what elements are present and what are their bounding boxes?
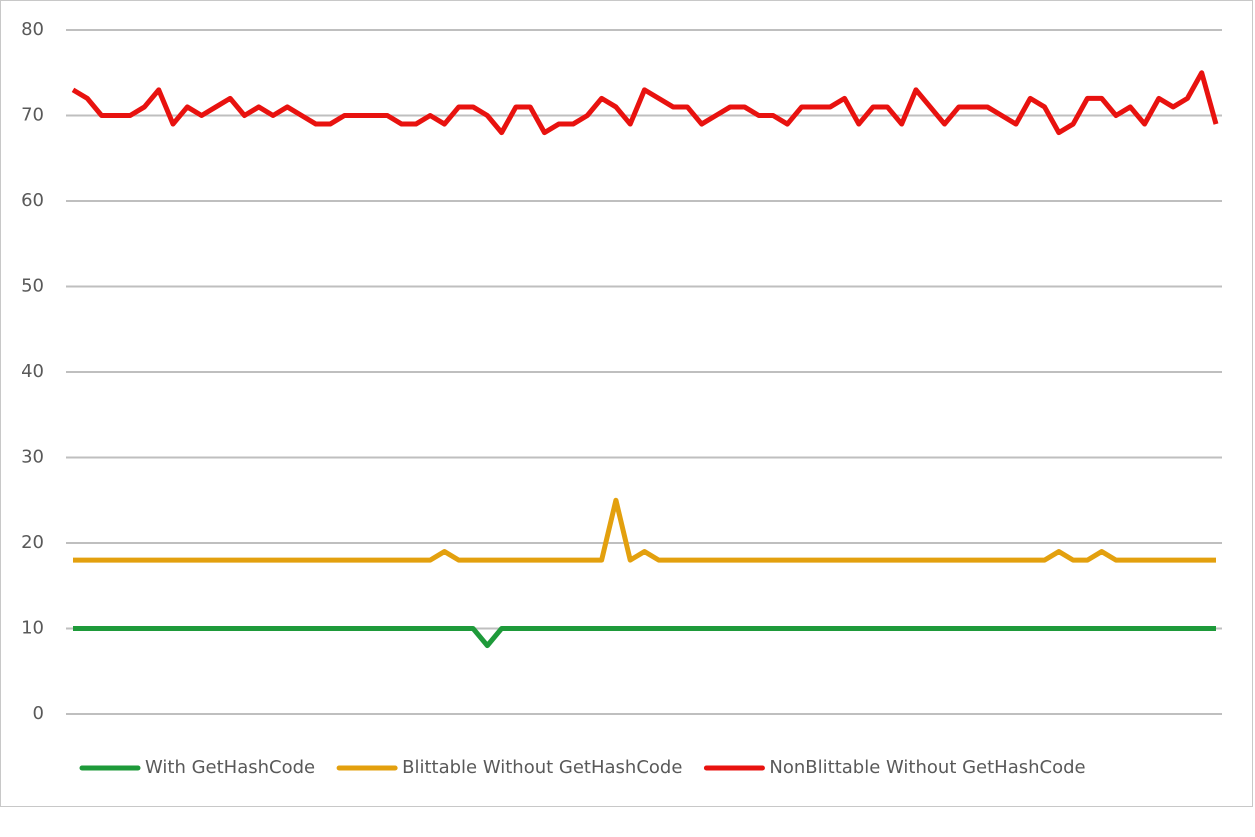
y-tick-label: 60 (21, 190, 44, 211)
y-tick-label: 80 (21, 19, 44, 40)
data-line (73, 497, 1216, 563)
legend-label: NonBlittable Without GetHashCode (769, 757, 1085, 778)
data-line (73, 626, 1216, 649)
y-tick-label: 50 (21, 276, 44, 297)
data-line (71, 70, 1219, 136)
y-tick-label: 20 (21, 532, 44, 553)
y-tick-label: 0 (33, 703, 44, 724)
y-tick-label: 40 (21, 361, 44, 382)
chart-frame (0, 0, 1253, 807)
y-tick-label: 70 (21, 105, 44, 126)
y-tick-label: 30 (21, 447, 44, 468)
legend-label: Blittable Without GetHashCode (402, 757, 682, 778)
y-tick-label: 10 (21, 618, 44, 639)
legend-label: With GetHashCode (145, 757, 315, 778)
